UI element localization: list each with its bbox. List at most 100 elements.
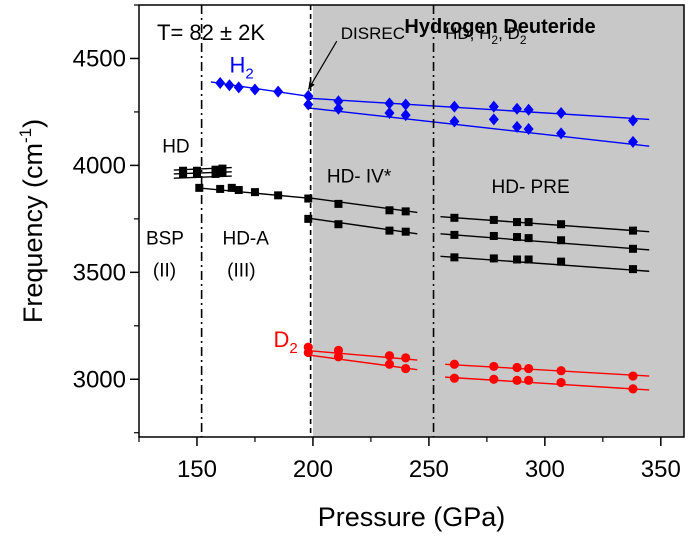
- hd-point: [304, 194, 313, 203]
- hd-point: [211, 165, 220, 174]
- d-point: [524, 363, 534, 374]
- hd-point: [385, 226, 394, 235]
- hd-point: [218, 164, 227, 173]
- chart-title: Hydrogen Deuteride: [404, 16, 595, 38]
- h-point: [488, 113, 499, 126]
- d-point: [489, 374, 499, 384]
- h-point: [556, 127, 567, 140]
- h-point: [523, 103, 534, 116]
- h-point: [449, 115, 460, 128]
- hd-point: [401, 207, 410, 216]
- d-fit-line: [445, 363, 650, 377]
- d-point: [489, 361, 499, 372]
- hd-point: [489, 254, 498, 263]
- hd-point: [179, 166, 188, 175]
- d-point: [524, 375, 534, 385]
- h-point: [233, 81, 244, 94]
- y-tick-label: 3000: [73, 366, 126, 393]
- hd-point: [524, 218, 533, 227]
- x-axis-title: Pressure (GPa): [318, 502, 506, 532]
- hd-point: [211, 169, 220, 178]
- d-point: [401, 353, 411, 363]
- d-point: [556, 377, 566, 388]
- h-point: [224, 79, 235, 92]
- hd-point: [557, 220, 566, 229]
- annotation-bsp-phase: (II): [153, 261, 176, 282]
- h-point: [303, 98, 314, 111]
- hd-point: [195, 183, 204, 192]
- h-point: [488, 100, 499, 113]
- d-point: [384, 351, 395, 361]
- h-point: [523, 123, 534, 136]
- fit-lines-layer: [173, 81, 650, 391]
- annotation-disrec: DISREC: [341, 24, 405, 43]
- d-point: [333, 352, 344, 362]
- h-point: [273, 85, 284, 98]
- hd-point: [227, 183, 236, 192]
- h-point: [449, 100, 460, 113]
- h-point: [627, 135, 638, 148]
- y-tick-label: 4500: [73, 45, 126, 72]
- h-point: [556, 107, 567, 119]
- hd-point: [216, 184, 225, 193]
- y-tick-label: 3500: [73, 259, 126, 286]
- annotation-hd-left: HD: [162, 137, 189, 158]
- h-point: [333, 102, 344, 115]
- hd-fit-line: [305, 196, 418, 214]
- hd-point: [513, 218, 522, 227]
- hd-point: [334, 199, 343, 208]
- hd-point: [524, 255, 533, 264]
- hd-point: [513, 233, 522, 242]
- h-point: [249, 83, 260, 96]
- temperature-label: T= 82 ± 2K: [157, 20, 265, 45]
- hd-point: [450, 230, 459, 239]
- annotation-layer: H2 D2 DISREC HD, H2, D2 HD HD- IV* HD- PRE BSP (…: [146, 24, 570, 357]
- y-axis-title: Frequency (cm-1): [16, 119, 48, 323]
- d-fit-line: [445, 376, 650, 391]
- d-point: [512, 362, 522, 373]
- d-point: [401, 363, 411, 374]
- annotation-hd-h2-d2: HD, H2, D2: [445, 24, 527, 47]
- h-point: [627, 114, 638, 127]
- d-point: [628, 371, 638, 381]
- h-point: [384, 97, 395, 110]
- d-series-label: D2: [274, 327, 298, 357]
- d-point: [512, 375, 522, 385]
- hd-point: [628, 244, 637, 253]
- d-fit-line: [305, 349, 418, 361]
- d-fit-line: [305, 353, 418, 371]
- hd-point: [513, 255, 522, 264]
- d-point: [628, 384, 638, 394]
- hd-point: [401, 227, 410, 236]
- d-point: [449, 373, 460, 383]
- annotation-hd-pre: HD- PRE: [492, 177, 570, 198]
- hd-point: [489, 231, 498, 240]
- hd-fit-line: [305, 217, 418, 235]
- x-tick-label: 300: [525, 456, 565, 483]
- d-point: [333, 345, 344, 355]
- hd-point: [234, 185, 243, 194]
- hd-point: [557, 257, 566, 266]
- hd-point: [274, 191, 283, 200]
- hd-point: [334, 220, 343, 229]
- h-point: [512, 102, 523, 115]
- hd-point: [489, 215, 498, 224]
- hd-point: [450, 253, 459, 262]
- d-point: [303, 347, 313, 358]
- h-series-label: H2: [229, 52, 253, 82]
- d-point: [556, 366, 566, 376]
- d-point: [449, 359, 460, 369]
- data-points-layer: [179, 77, 638, 394]
- hd-fit-line: [440, 233, 650, 251]
- hd-fit-line: [440, 255, 650, 272]
- plot-frame: [138, 4, 685, 438]
- h-point: [512, 120, 523, 133]
- annotation-arrow-line: [307, 40, 338, 90]
- y-tick-label: 4000: [73, 152, 126, 179]
- h-point: [400, 109, 411, 122]
- hd-point: [557, 236, 566, 245]
- h-point: [215, 77, 226, 90]
- x-tick-label: 250: [409, 456, 449, 483]
- h-fit-line: [305, 97, 650, 121]
